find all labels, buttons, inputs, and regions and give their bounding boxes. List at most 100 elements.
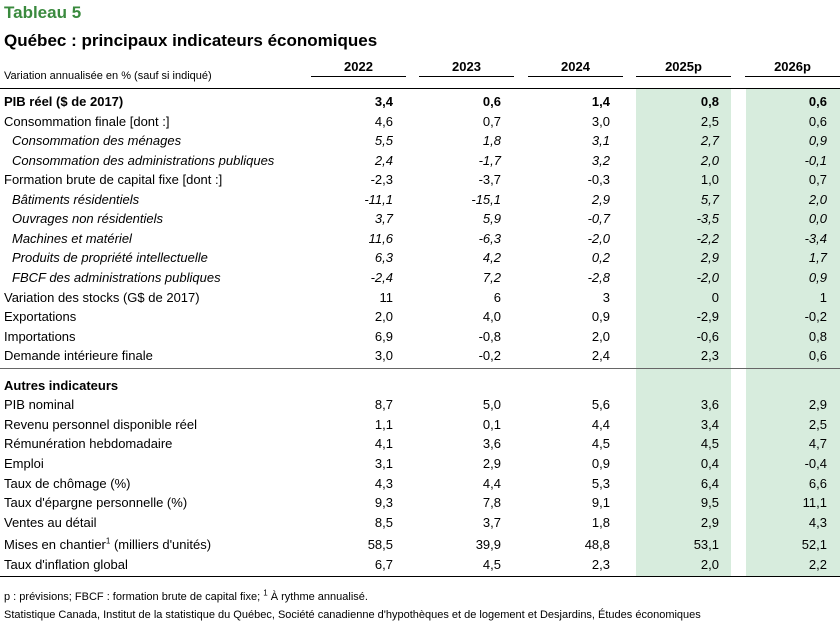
- cell-2023: 4,0: [482, 309, 501, 324]
- table-row: Taux de chômage (%) 4,3 4,4 5,3 6,4 6,6: [0, 474, 840, 493]
- cell-2026p: 1,7: [808, 250, 827, 265]
- cell-2025p: 6,4: [700, 476, 719, 491]
- cell-2022: 3,4: [374, 94, 393, 109]
- cell-2023: 7,8: [482, 495, 501, 510]
- cell-2025p: -2,9: [696, 309, 719, 324]
- row-label-text: Variation des stocks (G$ de 2017): [4, 290, 200, 305]
- cell-2022: 4,3: [374, 476, 393, 491]
- row-label: Taux de chômage (%): [4, 474, 130, 493]
- row-label-text: Exportations: [4, 309, 77, 324]
- cell-2024: 4,4: [591, 417, 610, 432]
- cell-2023: 1,8: [482, 133, 501, 148]
- cell-2022: 5,5: [374, 133, 393, 148]
- row-label-text: Importations: [4, 329, 76, 344]
- row-label-text: Taux de chômage (%): [4, 476, 131, 491]
- row-label-text: Rémunération hebdomadaire: [4, 436, 173, 451]
- cell-2024: 2,4: [591, 348, 610, 363]
- cell-2022: 3,7: [374, 211, 393, 226]
- cell-2024: 9,1: [591, 495, 610, 510]
- row-label: Machines et matériel: [12, 229, 132, 248]
- row-label-text: Consommation finale [dont :]: [4, 114, 170, 129]
- column-header-2023: 2023: [419, 59, 514, 77]
- cell-2024: 3,1: [591, 133, 610, 148]
- cell-2022: 8,7: [374, 397, 393, 412]
- cell-2025p: 4,5: [700, 436, 719, 451]
- cell-2026p: 52,1: [801, 537, 827, 552]
- cell-2024: 2,9: [591, 192, 610, 207]
- cell-2023: 4,2: [482, 250, 501, 265]
- cell-2023: 4,5: [482, 557, 501, 572]
- row-label-text: Ouvrages non résidentiels: [12, 211, 164, 226]
- table-row: Produits de propriété intellectuelle 6,3 4…: [0, 248, 840, 267]
- row-label-text: Consommation des ménages: [12, 133, 182, 148]
- cell-2025p: 3,4: [700, 417, 719, 432]
- row-label: Revenu personnel disponible réel: [4, 415, 197, 434]
- table-row: Variation des stocks (G$ de 2017) 11 6 3 0 1: [0, 288, 840, 307]
- footer-rule: [0, 576, 840, 577]
- cell-2023: 7,2: [482, 270, 501, 285]
- forecast-shade-2026: [746, 88, 840, 576]
- cell-2025p: 9,5: [700, 495, 719, 510]
- cell-2022: 3,1: [374, 456, 393, 471]
- cell-2024: -0,7: [587, 211, 610, 226]
- column-header-2025p: 2025p: [636, 59, 731, 77]
- cell-2025p: -0,6: [696, 329, 719, 344]
- cell-2025p: 53,1: [693, 537, 719, 552]
- notes-footnote: À rythme annualisé.: [267, 591, 368, 603]
- row-label-text: Taux d'inflation global: [4, 557, 128, 572]
- row-label: Taux d'inflation global: [4, 555, 128, 574]
- cell-2025p: 0,8: [700, 94, 719, 109]
- table-row: Consommation des administrations publiqu…: [0, 151, 840, 170]
- table-row: Mises en chantier1 (milliers d'unités) 58…: [0, 535, 840, 554]
- cell-2025p: 2,9: [700, 250, 719, 265]
- cell-2026p: 2,2: [808, 557, 827, 572]
- cell-2025p: 2,9: [700, 515, 719, 530]
- row-label-text: Formation brute de capital fixe [dont :]: [4, 172, 223, 187]
- cell-2024: 5,6: [591, 397, 610, 412]
- row-label-text: Mises en chantier: [4, 537, 106, 552]
- cell-2025p: 0,4: [700, 456, 719, 471]
- cell-2024: 3,0: [591, 114, 610, 129]
- cell-2023: 2,9: [482, 456, 501, 471]
- table-row: Revenu personnel disponible réel 1,1 0,1 4,…: [0, 415, 840, 434]
- table-row: Bâtiments résidentiels -11,1 -15,1 2,9 5,7 2,…: [0, 190, 840, 209]
- row-label: Consommation finale [dont :]: [4, 112, 169, 131]
- header-rule: [0, 88, 840, 89]
- section-header-row: Autres indicateurs: [0, 376, 840, 395]
- table-title: Québec : principaux indicateurs économiq…: [4, 31, 378, 50]
- cell-2024: 3,2: [591, 153, 610, 168]
- cell-2025p: 0: [711, 290, 719, 305]
- cell-2025p: -3,5: [696, 211, 719, 226]
- row-label: Emploi: [4, 454, 44, 473]
- cell-2024: 48,8: [584, 537, 610, 552]
- table-row: Taux d'épargne personnelle (%) 9,3 7,8 9,1 9…: [0, 493, 840, 512]
- table-row: Consommation des ménages 5,5 1,8 3,1 2,7 0,9: [0, 131, 840, 150]
- row-label: FBCF des administrations publiques: [12, 268, 221, 287]
- cell-2024: 0,9: [591, 309, 610, 324]
- table-row: Machines et matériel 11,6 -6,3 -2,0 -2,2 -3,4: [0, 229, 840, 248]
- cell-2026p: 4,3: [808, 515, 827, 530]
- table-row: Consommation finale [dont :] 4,6 0,7 3,0 2,5…: [0, 112, 840, 131]
- cell-2022: 9,3: [374, 495, 393, 510]
- notes-text: p : prévisions; FBCF : formation brute d…: [4, 591, 264, 603]
- cell-2023: -1,7: [478, 153, 501, 168]
- notes-footnote-mark: 1: [263, 588, 268, 598]
- cell-2025p: 2,0: [700, 153, 719, 168]
- table-row: Formation brute de capital fixe [dont :]…: [0, 170, 840, 189]
- cell-2023: 6: [493, 290, 501, 305]
- cell-2023: 0,6: [482, 94, 501, 109]
- cell-2022: -2,4: [370, 270, 393, 285]
- column-header-2022: 2022: [311, 59, 406, 77]
- cell-2022: 11,6: [368, 231, 393, 246]
- cell-2024: 3: [602, 290, 610, 305]
- row-label: Exportations: [4, 307, 76, 326]
- cell-2022: 2,0: [374, 309, 393, 324]
- cell-2024: 4,5: [591, 436, 610, 451]
- cell-2022: 6,9: [374, 329, 393, 344]
- cell-2023: 3,7: [482, 515, 501, 530]
- cell-2025p: 2,3: [700, 348, 719, 363]
- cell-2023: 4,4: [482, 476, 501, 491]
- cell-2024: -2,8: [587, 270, 610, 285]
- cell-2022: 58,5: [367, 537, 393, 552]
- row-label: PIB réel ($ de 2017): [4, 92, 123, 111]
